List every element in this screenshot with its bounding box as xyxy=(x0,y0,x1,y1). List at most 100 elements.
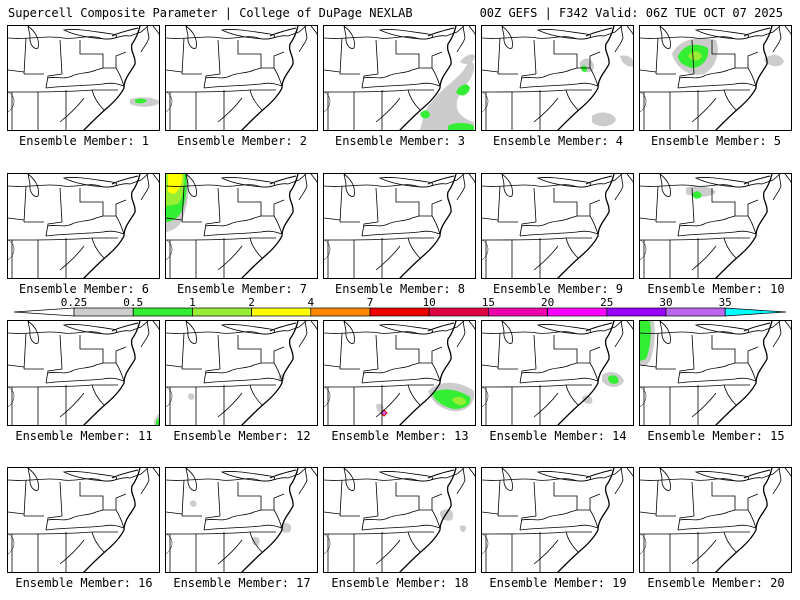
map-canvas xyxy=(482,468,633,572)
member-caption: Ensemble Member: 9 xyxy=(492,282,624,296)
map-canvas xyxy=(324,174,475,278)
map-canvas xyxy=(640,26,791,130)
colorbar-segment xyxy=(488,307,548,317)
colorbar-tick-label: 10 xyxy=(423,296,436,309)
scp-contour-fill xyxy=(168,174,183,194)
map-canvas xyxy=(8,321,159,425)
scp-contour-fill xyxy=(252,536,260,546)
colorbar-tick-label: 30 xyxy=(659,296,672,309)
colorbar-segment xyxy=(724,307,787,317)
colorbar-tick-label: 20 xyxy=(541,296,554,309)
member-caption: Ensemble Member: 13 xyxy=(331,429,469,443)
scp-contour-fill xyxy=(592,112,616,127)
ensemble-member-map xyxy=(323,320,476,426)
member-caption: Ensemble Member: 11 xyxy=(15,429,153,443)
colorbar-segment xyxy=(13,307,75,317)
colorbar-tick-label: 1 xyxy=(189,296,196,309)
member-caption: Ensemble Member: 15 xyxy=(647,429,785,443)
map-canvas xyxy=(166,321,317,425)
member-caption: Ensemble Member: 4 xyxy=(492,134,624,148)
member-caption: Ensemble Member: 18 xyxy=(331,576,469,590)
scp-contour-fill xyxy=(456,84,470,96)
colorbar-tick-label: 4 xyxy=(307,296,314,309)
ensemble-member-map xyxy=(481,25,634,131)
colorbar-tick-label: 2 xyxy=(248,296,255,309)
map-canvas xyxy=(8,26,159,130)
map-canvas xyxy=(640,321,791,425)
map-canvas xyxy=(166,26,317,130)
member-caption: Ensemble Member: 1 xyxy=(18,134,150,148)
scp-contour-fill xyxy=(460,525,467,532)
colorbar-segment xyxy=(132,307,193,317)
scp-contour-fill xyxy=(608,375,619,384)
map-canvas xyxy=(324,468,475,572)
map-canvas xyxy=(640,174,791,278)
scp-contour-fill xyxy=(420,110,430,119)
ensemble-member-map xyxy=(323,25,476,131)
ensemble-member-map xyxy=(323,467,476,573)
scp-contour-fill xyxy=(640,321,651,361)
map-canvas xyxy=(640,468,791,572)
colorbar-tick-label: 0.5 xyxy=(123,296,143,309)
member-caption: Ensemble Member: 2 xyxy=(176,134,308,148)
member-caption: Ensemble Member: 7 xyxy=(176,282,308,296)
scp-contour-fill xyxy=(440,509,454,521)
colorbar-segment xyxy=(251,307,312,317)
map-title: Supercell Composite Parameter | College … xyxy=(8,6,413,20)
ensemble-member-map xyxy=(323,173,476,279)
scp-contour-fill xyxy=(188,393,195,400)
colorbar-segment xyxy=(428,307,489,317)
colorbar-segment xyxy=(310,307,371,317)
scp-contour-fill xyxy=(448,123,474,130)
colorbar-segment xyxy=(73,307,134,317)
colorbar-segment xyxy=(547,307,608,317)
valid-time: 00Z GEFS | F342 Valid: 06Z TUE OCT 07 20… xyxy=(479,6,783,20)
member-caption: Ensemble Member: 16 xyxy=(15,576,153,590)
scp-contour-fill xyxy=(420,61,474,130)
member-caption: Ensemble Member: 17 xyxy=(173,576,311,590)
map-canvas xyxy=(166,174,317,278)
scp-contour-fill xyxy=(692,191,702,199)
scp-contour-fill xyxy=(460,54,475,64)
member-caption: Ensemble Member: 5 xyxy=(650,134,782,148)
ensemble-member-map xyxy=(7,320,160,426)
member-caption: Ensemble Member: 8 xyxy=(334,282,466,296)
ensemble-member-map xyxy=(481,173,634,279)
map-canvas xyxy=(324,321,475,425)
ensemble-member-map xyxy=(639,467,792,573)
scp-contour-fill xyxy=(620,55,633,67)
scp-contour-fill xyxy=(452,396,466,406)
ensemble-member-map xyxy=(165,320,318,426)
member-caption: Ensemble Member: 19 xyxy=(489,576,627,590)
map-canvas xyxy=(482,26,633,130)
scp-contour-fill xyxy=(156,418,159,425)
scp-contour-fill xyxy=(581,65,587,72)
map-canvas xyxy=(482,321,633,425)
colorbar-tick-label: 0.25 xyxy=(61,296,88,309)
ensemble-member-map xyxy=(7,467,160,573)
ensemble-member-map xyxy=(639,173,792,279)
colorbar-segment xyxy=(606,307,667,317)
ensemble-member-map xyxy=(639,320,792,426)
member-caption: Ensemble Member: 6 xyxy=(18,282,150,296)
scp-contour-fill xyxy=(764,54,784,67)
colorbar-tick-label: 7 xyxy=(367,296,374,309)
colorbar-tick-label: 25 xyxy=(600,296,613,309)
scp-contour-fill xyxy=(135,98,147,104)
ensemble-member-map xyxy=(165,25,318,131)
member-caption: Ensemble Member: 20 xyxy=(647,576,785,590)
map-canvas xyxy=(166,468,317,572)
ensemble-member-map xyxy=(165,173,318,279)
scp-contour-fill xyxy=(688,51,702,61)
member-caption: Ensemble Member: 12 xyxy=(173,429,311,443)
map-canvas xyxy=(8,468,159,572)
colorbar-segment xyxy=(192,307,252,317)
scp-contour-fill xyxy=(190,500,197,507)
colorbar-tick-label: 35 xyxy=(719,296,732,309)
ensemble-member-map xyxy=(481,320,634,426)
colorbar-segment xyxy=(369,307,430,317)
map-canvas xyxy=(8,174,159,278)
ensemble-member-map xyxy=(639,25,792,131)
member-caption: Ensemble Member: 3 xyxy=(334,134,466,148)
ensemble-member-map xyxy=(481,467,634,573)
